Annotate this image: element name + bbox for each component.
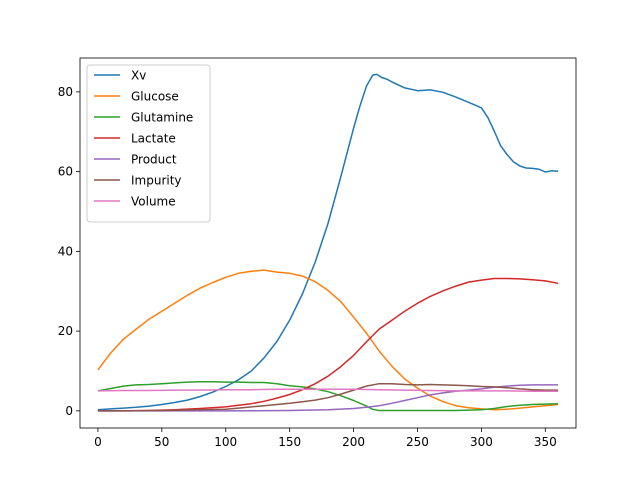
legend-label-impurity: Impurity [131, 174, 182, 188]
series-line-lactate [97, 277, 559, 412]
y-tick-label: 60 [58, 165, 73, 179]
y-tick-label: 80 [58, 85, 73, 99]
series-line-impurity [97, 382, 559, 412]
legend-label-glutamine: Glutamine [131, 111, 193, 125]
x-tick-label: 50 [154, 435, 169, 449]
legend-label-lactate: Lactate [131, 132, 176, 146]
legend-label-xv: Xv [131, 69, 146, 83]
x-tick-label: 150 [278, 435, 301, 449]
plot-area-frame [79, 57, 577, 429]
series-line-xv [97, 73, 559, 411]
y-tick-label: 40 [58, 244, 73, 258]
legend-box [86, 64, 211, 223]
y-axis: 0 20 40 60 80 [58, 85, 80, 418]
x-tick-label: 300 [470, 435, 493, 449]
y-tick-label: 0 [65, 404, 73, 418]
y-tick-label: 20 [58, 324, 73, 338]
legend-label-glucose: Glucose [131, 90, 179, 104]
x-axis: 0 50 100 150 200 250 300 350 [94, 428, 557, 449]
legend: Xv Glucose Glutamine Lactate Product Impurity… [86, 64, 211, 223]
x-tick-label: 200 [342, 435, 365, 449]
legend-label-volume: Volume [131, 195, 176, 209]
x-tick-label: 250 [406, 435, 429, 449]
series-line-product [97, 384, 559, 412]
x-tick-label: 100 [214, 435, 237, 449]
x-tick-label: 350 [534, 435, 557, 449]
series-layer [97, 73, 559, 412]
legend-label-product: Product [131, 153, 177, 167]
x-tick-label: 0 [94, 435, 102, 449]
series-line-volume [97, 388, 559, 393]
series-line-glucose [97, 269, 559, 411]
